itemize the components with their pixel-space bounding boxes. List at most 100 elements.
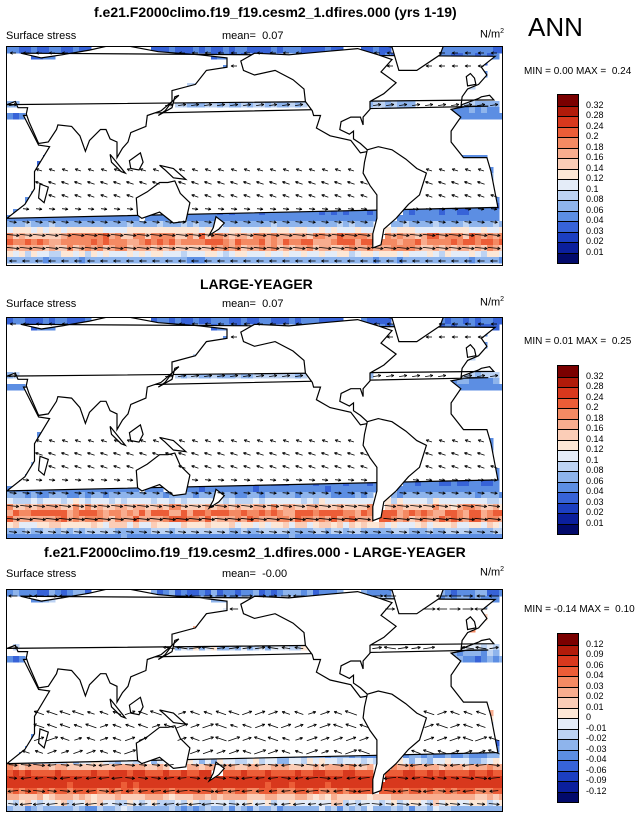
colorbar-segment [558,168,578,179]
ocean-cell [175,221,182,228]
stress-vector-head [490,259,494,263]
ocean-cell [193,644,200,651]
ocean-cell [205,510,212,517]
stress-vector [360,492,368,494]
ocean-cell [463,378,470,385]
ocean-cell [259,47,266,54]
stress-vector-head [406,246,410,251]
ocean-cell [193,534,200,538]
stress-vector [191,221,199,223]
ocean-cell [49,492,56,499]
stress-vector [230,479,238,481]
stress-vector-head [35,259,39,263]
ocean-cell [205,498,212,505]
ocean-cell [103,233,110,240]
ocean-cell [31,257,38,264]
stress-vector-head [373,322,377,326]
ocean-cell [487,209,494,216]
stress-vector-head [243,439,248,443]
stress-vector-head [464,465,468,469]
ocean-cell [85,245,92,252]
ocean-cell [199,257,206,264]
ocean-cell [31,498,38,505]
ocean-cell [427,215,434,222]
ocean-cell [457,209,464,216]
ocean-cell [61,534,68,538]
stress-vector-head [308,168,313,172]
ocean-cell [91,492,98,499]
ocean-cell [247,522,254,529]
ocean-cell [61,498,68,505]
stress-vector-head [273,207,277,211]
stress-vector-head [494,374,499,378]
stress-vector-head [390,103,395,107]
ocean-cell [49,215,56,222]
ocean-cell [481,113,488,120]
ocean-cell [385,251,392,258]
ocean-cell [487,656,494,663]
ocean-cell [145,504,152,511]
ocean-cell [217,318,224,325]
stress-vector [230,492,238,494]
ocean-cell [97,245,104,252]
ocean-cell [307,522,314,529]
ocean-cell [235,534,242,538]
stress-vector-head [22,322,26,326]
ocean-cell [385,510,392,517]
ocean-cell [427,492,434,499]
ocean-cell [55,528,62,535]
stress-vector [438,194,446,198]
ocean-cell [139,504,146,511]
ocean-cell [313,498,320,505]
stress-vector-head [464,259,468,263]
stress-vector [347,492,355,494]
ocean-cell [139,522,146,529]
ocean-cell [355,257,362,264]
ocean-cell [367,492,374,499]
stress-vector [282,375,290,377]
stress-vector-head [464,335,468,339]
ocean-cell [187,251,194,258]
stress-vector-head [65,530,70,534]
ocean-cell [67,534,74,538]
stress-vector [464,465,472,469]
ocean-cell [487,498,494,505]
stress-vector-head [347,194,351,198]
ocean-cell [61,318,68,325]
ocean-cell [97,215,104,222]
stress-vector-head [126,168,131,172]
ocean-cell [103,522,110,529]
ocean-cell [205,47,212,54]
stress-vector-head [68,246,72,251]
stress-vector-head [380,246,384,251]
ocean-cell [85,227,92,234]
stress-vector [123,234,137,236]
ocean-cell [415,251,422,258]
continent-greenland [387,47,444,71]
ocean-cell [175,510,182,517]
ocean-cell [265,257,272,264]
stress-vector [269,375,277,377]
ocean-cell [43,245,50,252]
stress-vector-head [347,259,351,263]
ocean-cell [325,221,332,228]
colorbar-segment [558,387,578,398]
ocean-cell [7,239,14,246]
ocean-cell [85,498,92,505]
ocean-cell [145,215,152,222]
ocean-cell [469,221,476,228]
ocean-cell [121,504,128,511]
ocean-cell [175,372,182,379]
stress-vector-head [68,517,72,522]
stress-vector-head [223,504,228,508]
ocean-cell [181,318,188,325]
stress-vector-head [256,51,260,55]
ocean-cell [157,239,164,246]
ocean-cell [457,534,464,538]
ocean-cell [229,510,236,517]
ocean-cell [295,528,302,535]
ocean-cell [451,534,458,538]
stress-vector [412,479,420,481]
ocean-cell [229,215,236,222]
ocean-cell [439,251,446,258]
